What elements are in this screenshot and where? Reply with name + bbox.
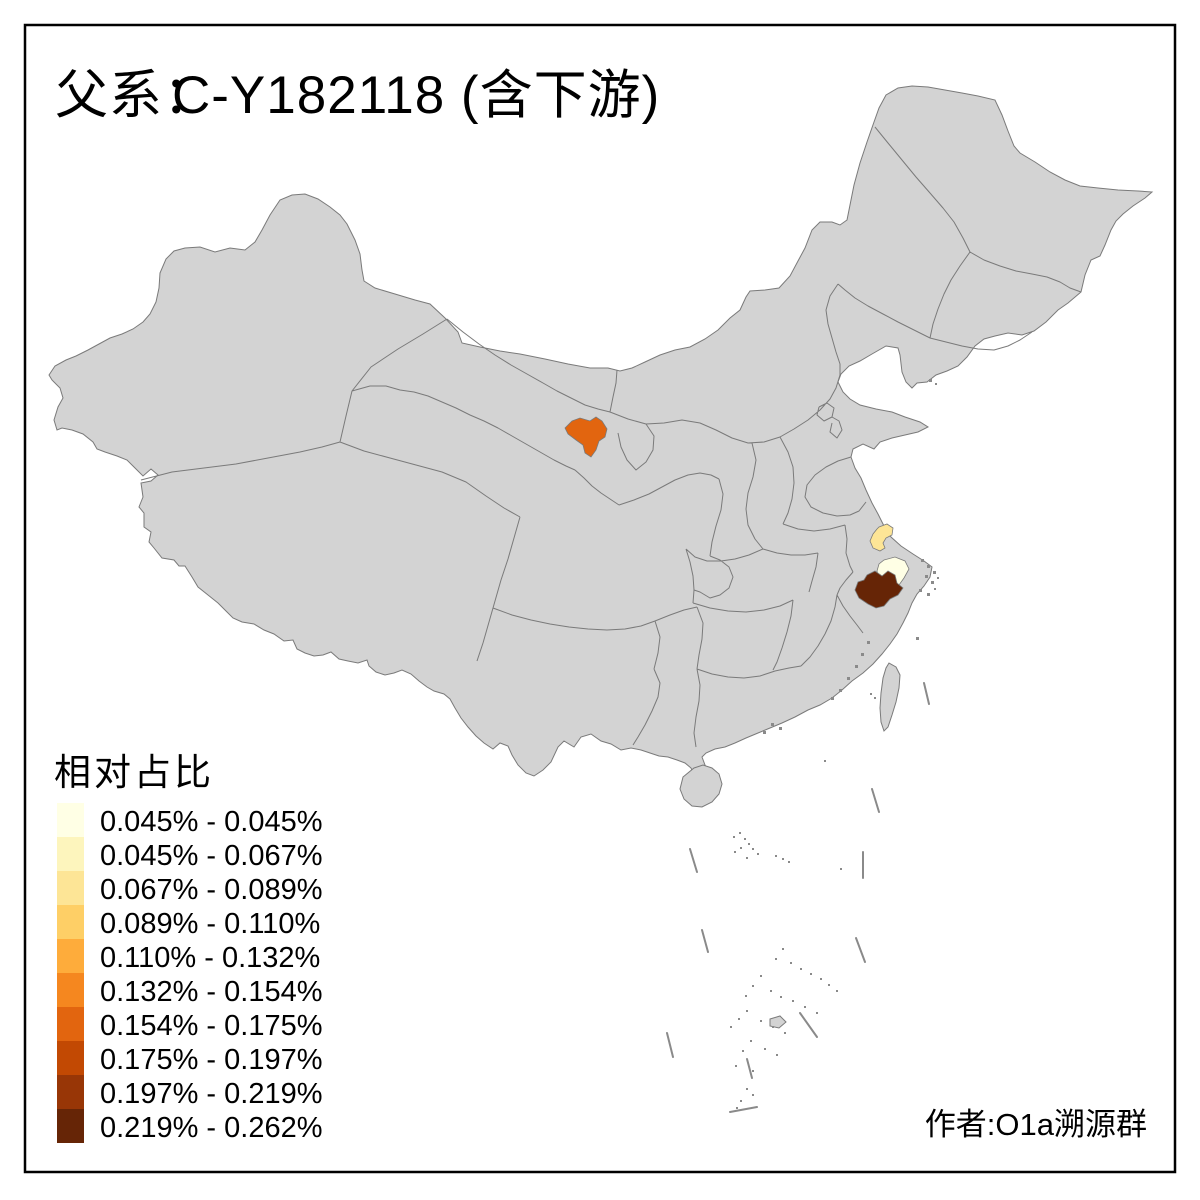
legend-label-10: 0.219% - 0.262% xyxy=(100,1112,322,1144)
legend-swatch-9 xyxy=(57,1075,84,1109)
highlight-region-east-dark xyxy=(854,570,904,609)
province-borders xyxy=(140,126,1082,748)
map-frame xyxy=(23,23,1177,1174)
legend-label-5: 0.110% - 0.132% xyxy=(100,942,320,974)
page-title: C-Y182118 (含下游) xyxy=(172,66,660,125)
mainland-china-shape xyxy=(48,85,1154,797)
legend-swatch-7 xyxy=(57,1007,84,1041)
page-title-prefix: 父系： xyxy=(55,66,217,125)
highlight-region-east-upper xyxy=(869,523,894,552)
legend-title: 相对占比 xyxy=(54,752,214,793)
legend: 相对占比 0.045% - 0.045% 0.045% - 0.067% 0.0… xyxy=(54,752,322,1144)
legend-label-3: 0.067% - 0.089% xyxy=(100,874,322,906)
sea-boundary-dashes xyxy=(666,682,930,1113)
legend-label-2: 0.045% - 0.067% xyxy=(100,840,322,872)
legend-label-8: 0.175% - 0.197% xyxy=(100,1044,322,1076)
legend-label-1: 0.045% - 0.045% xyxy=(100,806,322,838)
legend-label-6: 0.132% - 0.154% xyxy=(100,976,322,1008)
legend-swatch-8 xyxy=(57,1041,84,1075)
highlight-region-northwest xyxy=(564,416,608,458)
legend-swatch-10 xyxy=(57,1109,84,1143)
legend-swatch-6 xyxy=(57,973,84,1007)
taiwan-island xyxy=(879,662,901,732)
scattered-sea-islets xyxy=(730,760,842,1109)
attribution-text: 作者:O1a溯源群 xyxy=(925,1107,1147,1142)
legend-swatch-3 xyxy=(57,871,84,905)
south-sea-islet xyxy=(769,1015,787,1029)
legend-swatch-5 xyxy=(57,939,84,973)
map-area xyxy=(48,85,1154,1113)
hainan-island xyxy=(679,764,723,808)
legend-swatch-1 xyxy=(57,803,84,837)
legend-swatch-2 xyxy=(57,837,84,871)
legend-swatch-4 xyxy=(57,905,84,939)
legend-label-9: 0.197% - 0.219% xyxy=(100,1078,322,1110)
legend-label-4: 0.089% - 0.110% xyxy=(100,908,320,940)
legend-label-7: 0.154% - 0.175% xyxy=(100,1010,322,1042)
